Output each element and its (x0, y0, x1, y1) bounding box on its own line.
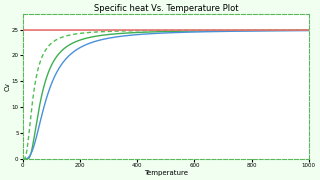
X-axis label: Temperature: Temperature (144, 170, 188, 176)
Y-axis label: Cv: Cv (4, 82, 10, 91)
Title: Specific heat Vs. Temperature Plot: Specific heat Vs. Temperature Plot (93, 4, 238, 13)
